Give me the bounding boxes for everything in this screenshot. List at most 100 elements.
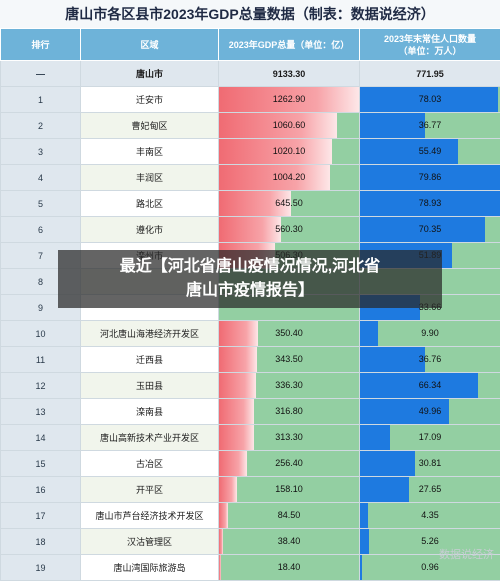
gdp-value: 18.40 xyxy=(219,555,359,580)
header-pop-line2: （单位：万人） xyxy=(360,45,500,57)
gdp-value: 645.50 xyxy=(219,191,359,216)
pop-cell: 36.77 xyxy=(360,113,500,139)
pop-value: 78.93 xyxy=(360,191,500,216)
header-region: 区域 xyxy=(81,29,219,61)
gdp-value: 560.30 xyxy=(219,217,359,242)
pop-value: 55.49 xyxy=(360,139,500,164)
pop-cell: 55.49 xyxy=(360,139,500,165)
rank-cell: 5 xyxy=(1,191,81,217)
gdp-cell: 560.30 xyxy=(219,217,360,243)
gdp-value: 313.30 xyxy=(219,425,359,450)
gdp-value: 38.40 xyxy=(219,529,359,554)
news-overlay-banner: 最近【河北省唐山疫情况情况,河北省 唐山市疫情报告】 xyxy=(58,250,442,308)
rank-cell: 11 xyxy=(1,347,81,373)
region-cell: 滦南县 xyxy=(81,399,219,425)
summary-row: — 唐山市 9133.30 771.95 xyxy=(1,61,500,87)
region-cell: 丰南区 xyxy=(81,139,219,165)
region-cell: 曹妃甸区 xyxy=(81,113,219,139)
gdp-cell: 1004.20 xyxy=(219,165,360,191)
gdp-cell: 1020.10 xyxy=(219,139,360,165)
rank-cell: 1 xyxy=(1,87,81,113)
region-cell: 唐山高新技术产业开发区 xyxy=(81,425,219,451)
pop-value: 9.90 xyxy=(360,321,500,346)
region-cell: 河北唐山海港经济开发区 xyxy=(81,321,219,347)
gdp-value: 84.50 xyxy=(219,503,359,528)
header-pop: 2023年末常住人口数量 （单位：万人） xyxy=(360,29,500,61)
rank-cell: 12 xyxy=(1,373,81,399)
pop-cell: 49.96 xyxy=(360,399,500,425)
header-row: 排行 区域 2023年GDP总量（单位：亿） 2023年末常住人口数量 （单位：… xyxy=(1,29,500,61)
gdp-cell: 645.50 xyxy=(219,191,360,217)
summary-pop: 771.95 xyxy=(360,61,500,87)
region-cell: 丰润区 xyxy=(81,165,219,191)
pop-cell: 30.81 xyxy=(360,451,500,477)
pop-cell: 70.35 xyxy=(360,217,500,243)
gdp-cell: 84.50 xyxy=(219,503,360,529)
gdp-cell: 316.80 xyxy=(219,399,360,425)
pop-value: 66.34 xyxy=(360,373,500,398)
region-cell: 汉沽管理区 xyxy=(81,529,219,555)
overlay-line1: 最近【河北省唐山疫情况情况,河北省 xyxy=(58,255,442,279)
region-cell: 唐山湾国际旅游岛 xyxy=(81,555,219,581)
pop-cell: 78.03 xyxy=(360,87,500,113)
gdp-value: 316.80 xyxy=(219,399,359,424)
gdp-value: 1004.20 xyxy=(219,165,359,190)
region-cell: 遵化市 xyxy=(81,217,219,243)
pop-cell: 27.65 xyxy=(360,477,500,503)
gdp-value: 336.30 xyxy=(219,373,359,398)
pop-value: 30.81 xyxy=(360,451,500,476)
rank-cell: 6 xyxy=(1,217,81,243)
rank-cell: 16 xyxy=(1,477,81,503)
gdp-cell: 38.40 xyxy=(219,529,360,555)
watermark: 数据说经济 xyxy=(439,546,494,562)
rank-cell: 18 xyxy=(1,529,81,555)
region-cell: 唐山市芦台经济技术开发区 xyxy=(81,503,219,529)
gdp-cell: 336.30 xyxy=(219,373,360,399)
gdp-value: 158.10 xyxy=(219,477,359,502)
gdp-value: 1060.60 xyxy=(219,113,359,138)
region-cell: 开平区 xyxy=(81,477,219,503)
pop-cell: 17.09 xyxy=(360,425,500,451)
rank-cell: 2 xyxy=(1,113,81,139)
rank-cell: 3 xyxy=(1,139,81,165)
gdp-cell: 1262.90 xyxy=(219,87,360,113)
pop-cell: 4.35 xyxy=(360,503,500,529)
pop-value: 78.03 xyxy=(360,87,500,112)
header-pop-line1: 2023年末常住人口数量 xyxy=(360,33,500,45)
summary-gdp: 9133.30 xyxy=(219,61,360,87)
gdp-value: 1262.90 xyxy=(219,87,359,112)
gdp-cell: 343.50 xyxy=(219,347,360,373)
pop-value: 36.77 xyxy=(360,113,500,138)
pop-cell: 9.90 xyxy=(360,321,500,347)
summary-region: 唐山市 xyxy=(81,61,219,87)
rank-cell: 19 xyxy=(1,555,81,581)
pop-value: 70.35 xyxy=(360,217,500,242)
gdp-cell: 350.40 xyxy=(219,321,360,347)
summary-rank: — xyxy=(1,61,81,87)
pop-value: 49.96 xyxy=(360,399,500,424)
gdp-value: 343.50 xyxy=(219,347,359,372)
region-cell: 古冶区 xyxy=(81,451,219,477)
rank-cell: 13 xyxy=(1,399,81,425)
gdp-value: 350.40 xyxy=(219,321,359,346)
pop-cell: 78.93 xyxy=(360,191,500,217)
rank-cell: 14 xyxy=(1,425,81,451)
rank-cell: 10 xyxy=(1,321,81,347)
region-cell: 路北区 xyxy=(81,191,219,217)
rank-cell: 4 xyxy=(1,165,81,191)
chart-title: 唐山市各区县市2023年GDP总量数据（制表：数据说经济） xyxy=(0,0,500,28)
